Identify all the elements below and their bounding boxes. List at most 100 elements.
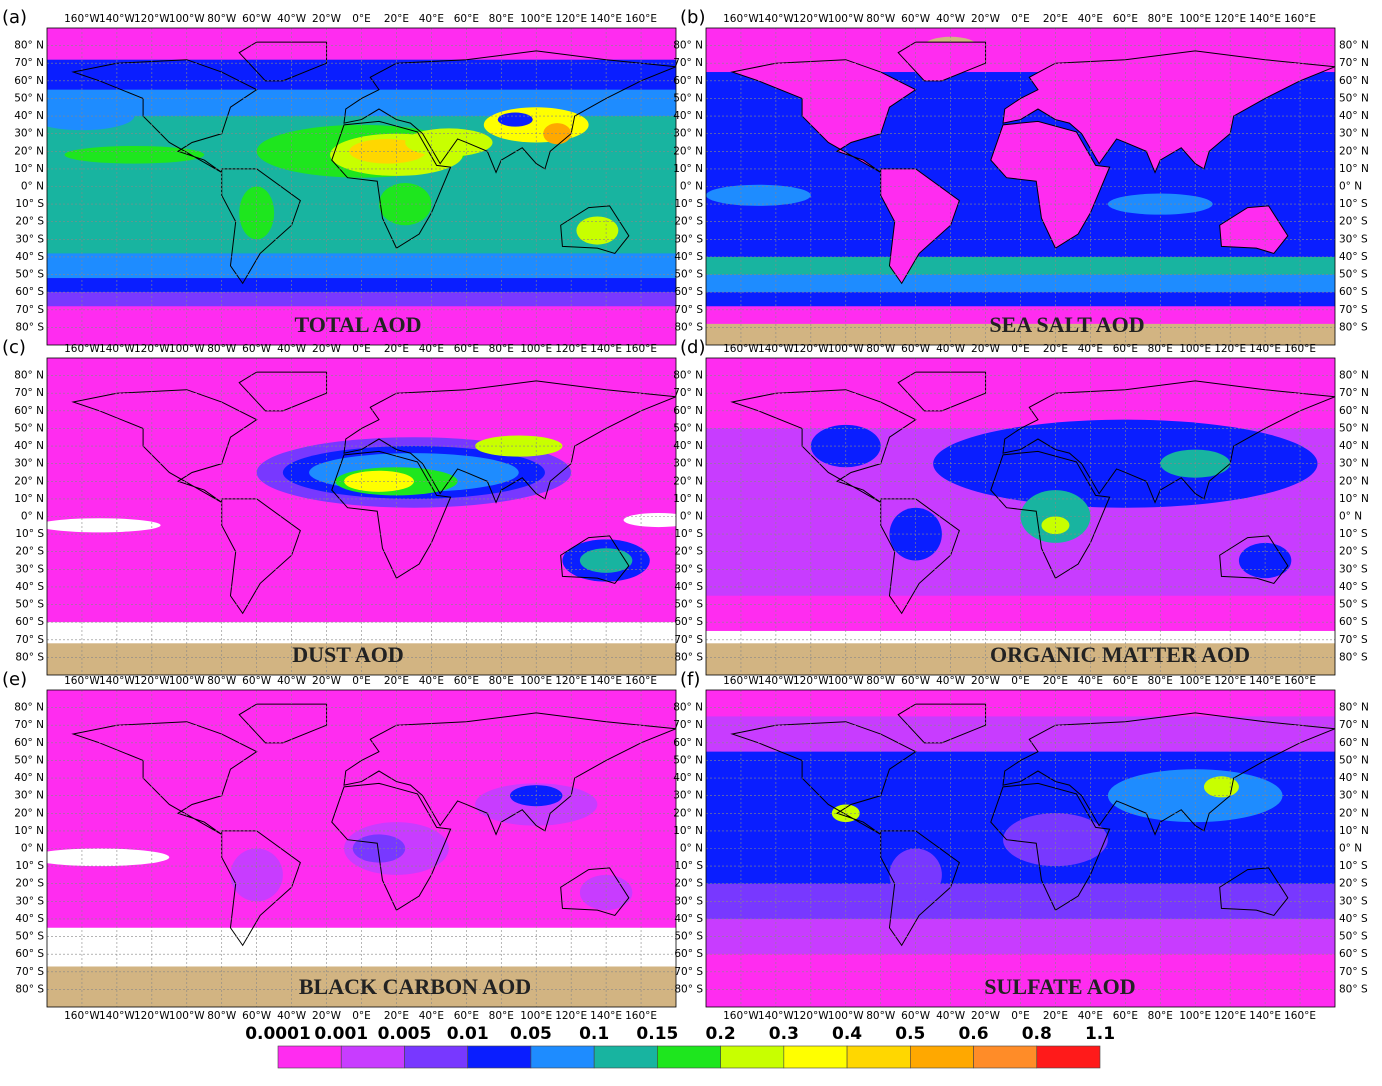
lat-label: 10° N — [1339, 493, 1369, 505]
colorbar-swatch — [720, 1045, 785, 1069]
lon-label: 120°E — [555, 13, 587, 25]
lat-label: 0° N — [1339, 511, 1362, 523]
panel-label: (d) — [680, 337, 705, 358]
aod-region — [47, 848, 170, 867]
lon-label: 100°E — [1179, 675, 1211, 687]
lat-label: 0° N — [21, 843, 44, 855]
lat-label: 50° S — [15, 599, 44, 611]
coastline — [560, 535, 630, 584]
lat-label: 80° S — [15, 651, 44, 663]
lon-label: 60°E — [1113, 675, 1138, 687]
map-frame — [46, 27, 677, 346]
lat-label: 0° N — [21, 181, 44, 193]
lat-label: 20° N — [14, 807, 44, 819]
lon-label: 100°E — [520, 675, 552, 687]
lon-label: 20°E — [1043, 343, 1068, 355]
lon-label: 120°E — [555, 1010, 587, 1022]
lat-label: 20° S — [1339, 546, 1368, 558]
lat-label: 20° S — [674, 878, 703, 890]
lon-label: 140°E — [1249, 13, 1281, 25]
lon-label: 80°E — [489, 343, 514, 355]
lon-label: 20°E — [1043, 13, 1068, 25]
colorbar-swatch — [593, 1045, 658, 1069]
lon-label: 40°W — [277, 675, 307, 687]
colorbar-swatch — [530, 1045, 595, 1069]
coastline — [71, 59, 258, 173]
lon-label: 140°W — [99, 343, 135, 355]
lat-label: 0° N — [680, 181, 703, 193]
panel-title: BLACK CARBON AOD — [299, 974, 531, 999]
lat-label: 10° S — [15, 860, 44, 872]
coastline — [1219, 535, 1289, 584]
lon-label: 160°E — [1284, 13, 1316, 25]
lat-label: 30° N — [14, 458, 44, 470]
lon-label: 0°E — [1011, 343, 1030, 355]
lon-label: 40°E — [1078, 13, 1103, 25]
lat-label: 20° N — [673, 475, 703, 487]
colorbar-label: 0.0001 — [245, 1024, 311, 1044]
aod-region — [706, 184, 811, 206]
lon-label: 140°E — [590, 343, 622, 355]
lat-label: 30° S — [15, 895, 44, 907]
lon-label: 0°E — [352, 13, 371, 25]
lat-label: 20° N — [673, 807, 703, 819]
lat-label: 30° N — [673, 458, 703, 470]
panel-label: (b) — [680, 7, 705, 28]
lat-label: 80° N — [1339, 370, 1369, 382]
lat-label: 30° N — [14, 128, 44, 140]
lon-label: 120°W — [793, 675, 829, 687]
lat-label: 80° S — [15, 983, 44, 995]
lon-label: 140°E — [1249, 675, 1281, 687]
coastline — [221, 498, 301, 615]
colorbar-label: 1.1 — [1085, 1024, 1115, 1044]
lon-label: 80°E — [489, 1010, 514, 1022]
aod-region — [475, 435, 563, 457]
lon-label: 40°E — [419, 13, 444, 25]
lat-label: 20° S — [15, 216, 44, 228]
lat-label: 40° S — [1339, 581, 1368, 593]
lat-label: 50° N — [14, 422, 44, 434]
lon-label: 80°W — [207, 343, 237, 355]
lat-label: 40° S — [15, 913, 44, 925]
lat-label: 50° S — [674, 599, 703, 611]
lat-label: 0° N — [1339, 181, 1362, 193]
lat-label: 40° N — [1339, 440, 1369, 452]
lat-label: 10° S — [15, 198, 44, 210]
lon-label: 140°W — [758, 675, 794, 687]
lat-label: 50° N — [14, 754, 44, 766]
lat-label: 60° S — [15, 948, 44, 960]
lat-label: 30° S — [15, 563, 44, 575]
coastline — [897, 703, 987, 744]
coastline — [71, 389, 258, 503]
lat-label: 80° N — [14, 40, 44, 52]
lon-label: 60°W — [242, 13, 272, 25]
coastline — [560, 867, 630, 916]
map-frame — [705, 357, 1336, 676]
lat-label: 60° S — [674, 616, 703, 628]
colorbar-label: 0.3 — [769, 1024, 799, 1044]
lat-label: 50° N — [1339, 92, 1369, 104]
coastline — [221, 168, 301, 285]
lon-label: 160°E — [1284, 1010, 1316, 1022]
lat-label: 70° N — [1339, 57, 1369, 69]
coastline — [343, 380, 676, 504]
lat-label: 80° S — [674, 321, 703, 333]
lat-label: 40° S — [674, 581, 703, 593]
colorbar-label: 0.01 — [447, 1024, 489, 1044]
lon-label: 60°W — [242, 1010, 272, 1022]
lat-label: 30° S — [1339, 233, 1368, 245]
lon-label: 100°W — [828, 675, 864, 687]
lon-label: 140°W — [758, 13, 794, 25]
lat-label: 70° N — [673, 719, 703, 731]
aod-region — [47, 518, 161, 533]
coastline — [880, 168, 960, 285]
lat-label: 30° S — [1339, 563, 1368, 575]
lat-label: 0° N — [1339, 843, 1362, 855]
lat-label: 40° S — [15, 251, 44, 263]
panel-label: (f) — [680, 669, 700, 690]
lat-label: 30° N — [1339, 790, 1369, 802]
lat-label: 60° N — [1339, 737, 1369, 749]
lon-label: 100°W — [169, 343, 205, 355]
lat-label: 50° S — [15, 931, 44, 943]
lat-label: 30° S — [674, 563, 703, 575]
